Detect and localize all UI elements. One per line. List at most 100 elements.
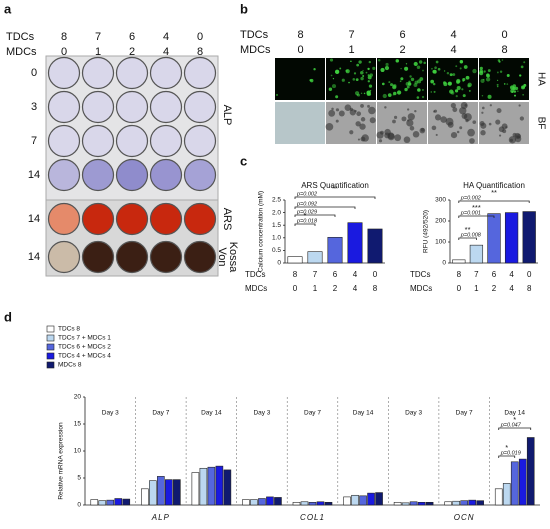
- row-value: 8: [61, 31, 67, 43]
- fluorescence: [366, 90, 371, 95]
- well: [81, 90, 115, 124]
- bf-cluster: [368, 106, 376, 115]
- well: [47, 240, 81, 274]
- row-value: 6: [492, 270, 497, 279]
- bar: [476, 500, 484, 506]
- fluorescence: [431, 67, 433, 70]
- bf-cluster: [447, 121, 454, 128]
- bracket: [458, 215, 495, 218]
- well: [149, 124, 183, 158]
- day-label: 14: [28, 251, 40, 263]
- fluorescence: [455, 65, 458, 68]
- bracket: [294, 206, 356, 209]
- fluorescence: [310, 78, 314, 83]
- fluorescence: [416, 65, 421, 69]
- row-value: 4: [509, 284, 514, 293]
- bar: [173, 479, 181, 506]
- fluorescence: [487, 94, 492, 99]
- row-value: 1: [348, 44, 354, 56]
- bf-cluster: [414, 109, 417, 113]
- bf-cluster: [433, 109, 438, 113]
- fluorescence: [523, 83, 527, 87]
- bar: [207, 466, 216, 506]
- fluorescence: [382, 93, 387, 99]
- bf-cluster: [435, 133, 438, 137]
- bar: [502, 483, 511, 506]
- fluorescence: [358, 60, 362, 64]
- bf-cluster: [361, 134, 369, 142]
- well: [149, 240, 183, 274]
- bf-cluster: [472, 120, 477, 124]
- fluorescence: [400, 67, 402, 70]
- y-axis-label: RFU (492/520): [423, 210, 430, 253]
- fluorescence: [418, 60, 423, 64]
- fluorescence: [329, 58, 334, 62]
- row-name: MDCs: [410, 284, 432, 293]
- fluorescence: [496, 83, 499, 86]
- bar: [393, 501, 402, 506]
- bf-cluster: [469, 138, 475, 144]
- fluorescence: [413, 83, 418, 87]
- bracket: [294, 223, 316, 226]
- fluorescence: [462, 77, 466, 82]
- fluorescence: [406, 85, 410, 89]
- bf-cluster: [459, 126, 463, 130]
- fluorescence: [362, 69, 364, 72]
- well: [183, 202, 217, 236]
- bracket: [294, 214, 336, 217]
- legend-label: TDCs 6 + MDCs 2: [58, 344, 111, 351]
- fluorescence: [372, 66, 376, 70]
- y-tick-label: 0.5: [272, 247, 281, 254]
- bf-cluster: [452, 107, 458, 113]
- y-tick-label: 10: [74, 448, 82, 455]
- well: [183, 124, 217, 158]
- fluorescence: [385, 62, 389, 67]
- fluorescence: [341, 78, 345, 82]
- significance: *: [505, 443, 508, 452]
- fluorescence: [509, 85, 515, 90]
- day-label: 7: [31, 135, 37, 147]
- bf-cluster: [335, 119, 339, 123]
- y-tick-label: 5: [77, 475, 81, 482]
- bar: [199, 467, 208, 506]
- bf-cluster: [450, 131, 458, 139]
- legend-swatch: [46, 352, 55, 360]
- bar: [300, 501, 309, 506]
- fluorescence: [514, 86, 519, 91]
- fluorescence: [496, 71, 499, 74]
- row-name: TDCs: [6, 31, 35, 43]
- fluorescence: [437, 67, 441, 71]
- bar: [401, 502, 410, 506]
- fluorescence: [463, 65, 468, 69]
- fluorescence: [498, 60, 501, 63]
- bar: [98, 500, 107, 506]
- bar: [165, 479, 173, 506]
- fluorescence: [405, 82, 410, 86]
- fluorescence: [363, 92, 366, 95]
- row-value: 8: [197, 46, 203, 58]
- day-label: Day 14: [201, 410, 222, 417]
- row-value: 1: [313, 284, 318, 293]
- significance: **: [332, 184, 338, 193]
- bf-cluster: [384, 132, 391, 139]
- well: [81, 158, 115, 192]
- well: [47, 158, 81, 192]
- bf-cluster: [489, 104, 492, 107]
- bar: [367, 228, 383, 264]
- fluorescence: [468, 89, 471, 92]
- bar: [191, 472, 200, 506]
- fluorescence: [313, 67, 316, 71]
- fluorescence: [355, 91, 360, 96]
- row-value: 4: [450, 44, 456, 56]
- fluorescence: [352, 78, 356, 81]
- bar: [307, 251, 323, 264]
- bar: [409, 501, 418, 506]
- fluorescence: [485, 73, 490, 78]
- p-value: p=0.018: [296, 218, 318, 224]
- fluorescence: [455, 95, 458, 98]
- bf-cluster: [463, 113, 472, 122]
- bf-cluster: [519, 116, 525, 121]
- fluorescence: [432, 82, 436, 86]
- bf-cluster: [480, 122, 487, 129]
- bar: [141, 488, 149, 506]
